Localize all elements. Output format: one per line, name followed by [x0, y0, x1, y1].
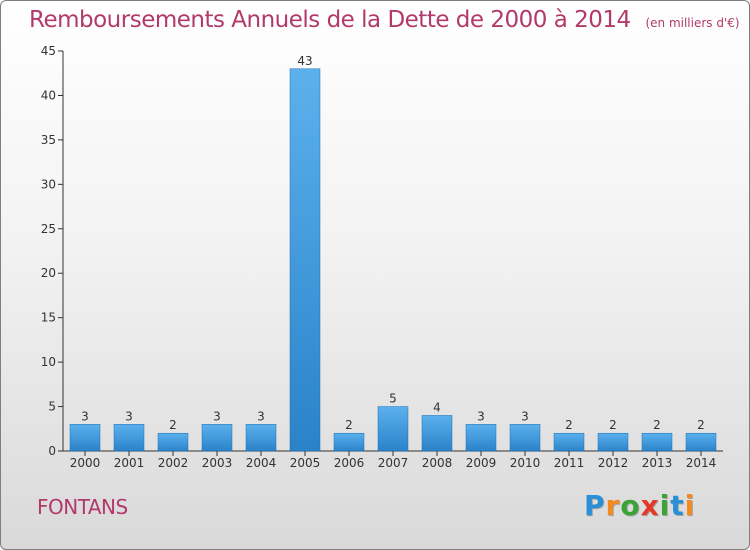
logo-letter: x [640, 489, 660, 522]
x-tick-label-2014: 2014 [686, 456, 717, 470]
value-label-2008: 4 [433, 400, 441, 414]
bar-2005 [289, 68, 321, 452]
value-label-2007: 5 [389, 392, 397, 406]
y-tick-label: 35 [41, 133, 56, 147]
y-tick-label: 20 [41, 266, 56, 280]
bar-2008 [421, 415, 453, 452]
logo-letter: i [684, 489, 696, 522]
commune-name: FONTANS [37, 495, 128, 519]
chart-unit-note: (en milliers d'€) [645, 16, 740, 30]
x-tick-label-2011: 2011 [554, 456, 585, 470]
x-tick-label-2001: 2001 [114, 456, 145, 470]
value-label-2011: 2 [565, 418, 573, 432]
value-labels: 3200032001220023200332004432005220065200… [70, 54, 717, 470]
bar-2001 [113, 424, 145, 452]
bar-2002 [157, 432, 189, 452]
bar-2012 [597, 432, 629, 452]
bar-2007 [377, 406, 409, 452]
y-tick-label: 45 [41, 44, 56, 58]
logo-letter: o [620, 489, 641, 522]
value-label-2002: 2 [169, 418, 177, 432]
bar-2003 [201, 424, 233, 452]
value-label-2012: 2 [609, 418, 617, 432]
value-label-2014: 2 [697, 418, 705, 432]
x-tick-label-2002: 2002 [158, 456, 189, 470]
value-label-2001: 3 [125, 409, 133, 423]
y-tick-label: 30 [41, 177, 56, 191]
x-tick-label-2003: 2003 [202, 456, 233, 470]
value-label-2003: 3 [213, 409, 221, 423]
bar-2006 [333, 432, 365, 452]
bar-2014 [685, 432, 717, 452]
logo-letter: t [670, 489, 685, 522]
value-label-2000: 3 [81, 409, 89, 423]
x-tick-label-2005: 2005 [290, 456, 321, 470]
x-tick-label-2010: 2010 [510, 456, 541, 470]
bar-2013 [641, 432, 673, 452]
y-tick-label: 25 [41, 222, 56, 236]
y-tick-label: 5 [48, 400, 56, 414]
x-tick-label-2009: 2009 [466, 456, 497, 470]
value-label-2013: 2 [653, 418, 661, 432]
logo-letter: P [584, 489, 606, 522]
logo-letter: r [605, 489, 621, 522]
y-tick-label: 40 [41, 88, 56, 102]
value-label-2006: 2 [345, 418, 353, 432]
bar-2010 [509, 424, 541, 452]
x-tick-label-2000: 2000 [70, 456, 101, 470]
value-label-2004: 3 [257, 409, 265, 423]
x-tick-label-2013: 2013 [642, 456, 673, 470]
bar-2011 [553, 432, 585, 452]
bar-2009 [465, 424, 497, 452]
x-tick-label-2007: 2007 [378, 456, 409, 470]
value-label-2010: 3 [521, 409, 529, 423]
value-label-2009: 3 [477, 409, 485, 423]
bar-2004 [245, 424, 277, 452]
value-label-2005: 43 [297, 54, 312, 68]
proxiti-logo: Proxiti [584, 489, 695, 522]
x-tick-label-2004: 2004 [246, 456, 277, 470]
logo-letter: i [659, 489, 671, 522]
bar-2000 [69, 424, 101, 452]
x-tick-label-2006: 2006 [334, 456, 365, 470]
y-tick-label: 15 [41, 311, 56, 325]
y-tick-label: 10 [41, 355, 56, 369]
y-tick-label: 0 [48, 444, 56, 458]
chart-title: Remboursements Annuels de la Dette de 20… [29, 7, 740, 33]
chart-title-text: Remboursements Annuels de la Dette de 20… [29, 7, 631, 33]
x-tick-label-2008: 2008 [422, 456, 453, 470]
x-tick-label-2012: 2012 [598, 456, 629, 470]
bars [69, 68, 717, 452]
